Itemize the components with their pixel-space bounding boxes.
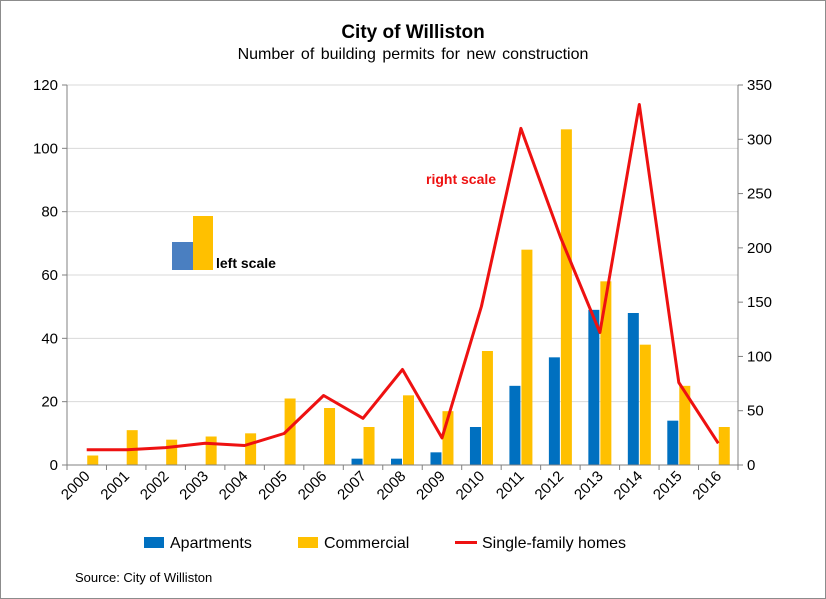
x-tick-label-2006: 2006 [295, 468, 331, 504]
x-tick-label-2008: 2008 [374, 468, 410, 504]
right-axis-ticks: 0 50 100 150 200 250 300 350 [738, 77, 772, 474]
x-tick-label-2013: 2013 [571, 468, 607, 504]
left-tick-label-60: 60 [41, 267, 58, 284]
bar-commercial-2015 [679, 385, 691, 465]
right-tick-label-300: 300 [747, 131, 772, 148]
bar-commercial-2003 [205, 436, 217, 465]
left-tick-label-100: 100 [33, 140, 58, 157]
x-tick-label-2015: 2015 [650, 468, 686, 504]
legend-label-commercial: Commercial [324, 535, 409, 552]
bar-commercial-2012 [560, 129, 572, 466]
bar-commercial-2000 [87, 455, 99, 465]
bar-apartments-2010 [469, 427, 481, 465]
bar-commercial-2014 [639, 344, 651, 465]
x-tick-label-2011: 2011 [493, 468, 528, 503]
legend-label-single-family: Single-family homes [482, 535, 626, 552]
bar-commercial-2005 [284, 398, 296, 465]
bar-commercial-2016 [718, 427, 730, 465]
x-tick-label-2012: 2012 [532, 468, 568, 504]
bar-commercial-2011 [521, 249, 533, 465]
x-tick-label-2007: 2007 [334, 468, 370, 504]
bar-commercial-2010 [481, 351, 493, 465]
x-tick-label-2004: 2004 [216, 468, 252, 504]
bar-commercial-2002 [166, 439, 178, 465]
bar-apartments-2012 [548, 357, 560, 465]
x-tick-label-2010: 2010 [453, 468, 489, 504]
bar-series [87, 129, 730, 466]
left-scale-commercial-swatch [193, 216, 213, 270]
legend-label-apartments: Apartments [170, 535, 252, 552]
bar-apartments-2008 [391, 458, 402, 465]
chart-subtitle: Number of building permits for new const… [237, 46, 589, 63]
right-tick-label-250: 250 [747, 186, 772, 203]
right-scale-annotation: right scale [426, 171, 496, 187]
bar-apartments-2014 [627, 313, 639, 465]
bar-apartments-2011 [509, 385, 521, 465]
bar-commercial-2013 [600, 281, 612, 465]
right-tick-label-350: 350 [747, 77, 772, 94]
gridlines [67, 84, 738, 403]
left-tick-label-0: 0 [50, 457, 58, 474]
chart-title: City of Williston [341, 22, 485, 43]
bar-commercial-2007 [363, 427, 375, 465]
x-tick-label-2009: 2009 [413, 468, 449, 504]
line-series [86, 103, 720, 452]
x-tick-label-2002: 2002 [137, 468, 173, 504]
left-tick-label-120: 120 [33, 77, 58, 94]
bar-apartments-2013 [588, 309, 600, 465]
right-tick-label-200: 200 [747, 240, 772, 257]
bar-apartments-2009 [430, 452, 442, 465]
bar-commercial-2008 [403, 395, 414, 465]
bar-apartments-2007 [351, 458, 363, 465]
left-tick-label-80: 80 [41, 204, 58, 221]
legend-swatch-apartments [144, 537, 164, 548]
source-note: Source: City of Williston [75, 570, 213, 585]
legend-swatch-commercial [298, 537, 318, 548]
bar-commercial-2004 [245, 433, 257, 465]
x-tick-label-2014: 2014 [611, 468, 647, 504]
legend: Apartments Commercial Single-family home… [144, 535, 626, 552]
bar-commercial-2006 [324, 408, 336, 465]
x-tick-label-2003: 2003 [176, 468, 212, 504]
x-tick-label-2000: 2000 [58, 468, 94, 504]
x-tick-label-2016: 2016 [689, 468, 725, 504]
left-tick-label-20: 20 [41, 394, 58, 411]
right-tick-label-100: 100 [747, 348, 772, 365]
bar-commercial-2001 [126, 430, 138, 465]
right-tick-label-0: 0 [747, 457, 755, 474]
bar-apartments-2015 [667, 420, 679, 465]
bar-commercial-2009 [442, 411, 454, 465]
line-single-family-homes [86, 103, 720, 452]
x-tick-label-2005: 2005 [255, 468, 291, 504]
left-tick-label-40: 40 [41, 330, 58, 347]
left-axis-ticks: 0 20 40 60 80 100 120 [33, 77, 67, 474]
left-scale-apartments-swatch [172, 242, 194, 270]
right-tick-label-150: 150 [747, 294, 772, 311]
x-tick-label-2001: 2001 [97, 468, 133, 504]
left-scale-annotation: left scale [216, 255, 276, 271]
right-tick-label-50: 50 [747, 403, 764, 420]
x-axis-ticks: 2000 2001 2002 2003 2004 2005 2006 2007 2008 2009… [58, 465, 739, 504]
